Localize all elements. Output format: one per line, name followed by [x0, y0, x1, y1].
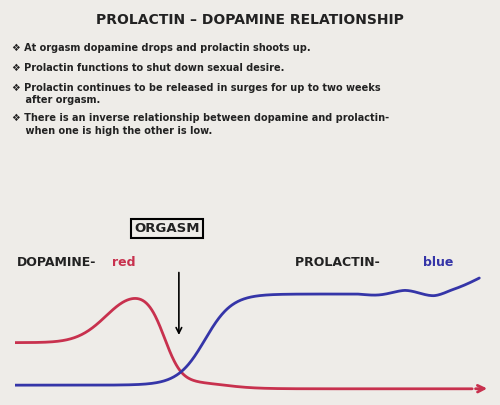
Text: PROLACTIN-: PROLACTIN- — [295, 256, 384, 269]
Text: ❖ Prolactin functions to shut down sexual desire.: ❖ Prolactin functions to shut down sexua… — [12, 63, 285, 73]
Text: ORGASM: ORGASM — [134, 222, 200, 235]
Text: DOPAMINE-: DOPAMINE- — [18, 256, 97, 269]
Text: red: red — [112, 256, 136, 269]
Text: ❖ At orgasm dopamine drops and prolactin shoots up.: ❖ At orgasm dopamine drops and prolactin… — [12, 43, 311, 53]
Text: ❖ Prolactin continues to be released in surges for up to two weeks
    after org: ❖ Prolactin continues to be released in … — [12, 83, 381, 105]
Text: PROLACTIN – DOPAMINE RELATIONSHIP: PROLACTIN – DOPAMINE RELATIONSHIP — [96, 13, 404, 27]
Text: blue: blue — [424, 256, 454, 269]
Text: ❖ There is an inverse relationship between dopamine and prolactin-
    when one : ❖ There is an inverse relationship betwe… — [12, 113, 390, 136]
